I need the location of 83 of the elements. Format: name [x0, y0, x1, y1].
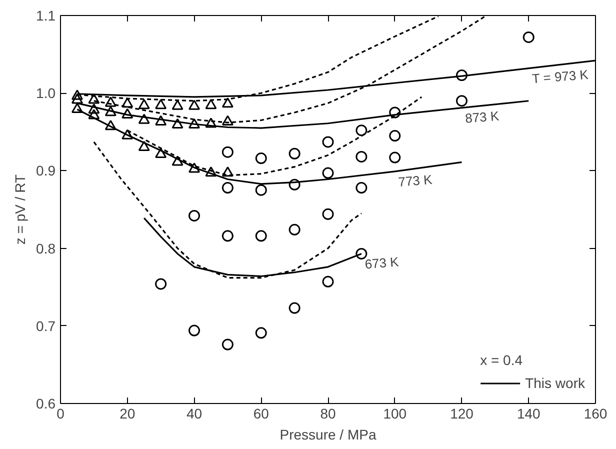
point: [255, 184, 267, 196]
point: [188, 162, 200, 173]
y-tick-label: 1.0: [36, 85, 56, 102]
annotation: 873 K: [464, 108, 500, 126]
point: [356, 182, 368, 194]
point: [255, 230, 267, 242]
x-tick-label: 80: [320, 406, 336, 422]
x-tick-label: 60: [253, 406, 270, 422]
x-axis-title: Pressure / MPa: [280, 426, 376, 442]
x-tick-label: 160: [584, 406, 608, 422]
y-tick-label: 0.7: [36, 318, 56, 334]
point: [155, 278, 167, 290]
point: [288, 302, 300, 314]
point: [222, 182, 234, 194]
point: [456, 70, 468, 81]
point: [122, 97, 134, 108]
point: [71, 94, 83, 104]
point: [138, 140, 150, 152]
point: [104, 120, 116, 130]
point: [288, 224, 300, 236]
point: [188, 100, 200, 110]
point: [456, 95, 468, 107]
y-axis-title: z = pV / RT: [12, 174, 28, 245]
point: [356, 150, 368, 162]
point: [522, 31, 534, 43]
point: [288, 148, 300, 160]
annotation: 773 K: [398, 172, 434, 190]
point: [288, 178, 300, 190]
point: [322, 276, 334, 288]
point: [155, 148, 167, 158]
line-series: [93, 141, 362, 279]
annotation: 673 K: [364, 254, 400, 272]
point: [222, 115, 234, 126]
point: [138, 114, 150, 124]
y-tick-label: 0.9: [36, 162, 56, 179]
point: [104, 96, 116, 107]
point: [356, 124, 368, 136]
point: [122, 129, 134, 140]
x-tick-label: 100: [383, 406, 407, 422]
point: [155, 98, 167, 110]
legend-label: This work: [525, 375, 585, 391]
point: [172, 118, 184, 129]
x-tick-label: 120: [450, 406, 474, 422]
point: [172, 100, 184, 110]
point: [255, 327, 267, 339]
point: [71, 90, 83, 100]
point: [172, 156, 184, 166]
x-tick-label: 20: [120, 406, 136, 422]
x-tick-label: 140: [516, 406, 541, 422]
point: [222, 166, 234, 177]
point: [389, 130, 401, 142]
x-tick-label: 40: [186, 406, 202, 422]
point: [71, 102, 83, 114]
point: [104, 106, 116, 116]
point: [389, 152, 401, 164]
point: [322, 136, 334, 148]
point: [88, 94, 100, 104]
point: [188, 324, 200, 336]
point: [322, 167, 334, 179]
x-tick-label: 0: [56, 406, 65, 422]
point: [88, 109, 100, 120]
point: [188, 118, 200, 129]
point: [222, 338, 234, 350]
point: [138, 98, 150, 110]
point: [389, 106, 401, 118]
point: [122, 108, 134, 118]
point: [205, 166, 217, 177]
point: [222, 97, 234, 108]
point: [188, 210, 200, 222]
point: [88, 104, 100, 114]
point: [322, 208, 334, 220]
legend-title: x = 0.4: [480, 352, 524, 368]
point: [356, 248, 368, 260]
y-tick-label: 1.1: [36, 8, 56, 24]
point: [205, 118, 217, 128]
point: [222, 146, 234, 158]
y-tick-label: 0.8: [36, 240, 56, 256]
annotation: T = 973 K: [531, 66, 590, 86]
y-tick-label: 0.6: [36, 396, 56, 412]
point: [255, 152, 267, 164]
point: [222, 230, 234, 242]
point: [205, 98, 217, 110]
point: [155, 115, 167, 126]
